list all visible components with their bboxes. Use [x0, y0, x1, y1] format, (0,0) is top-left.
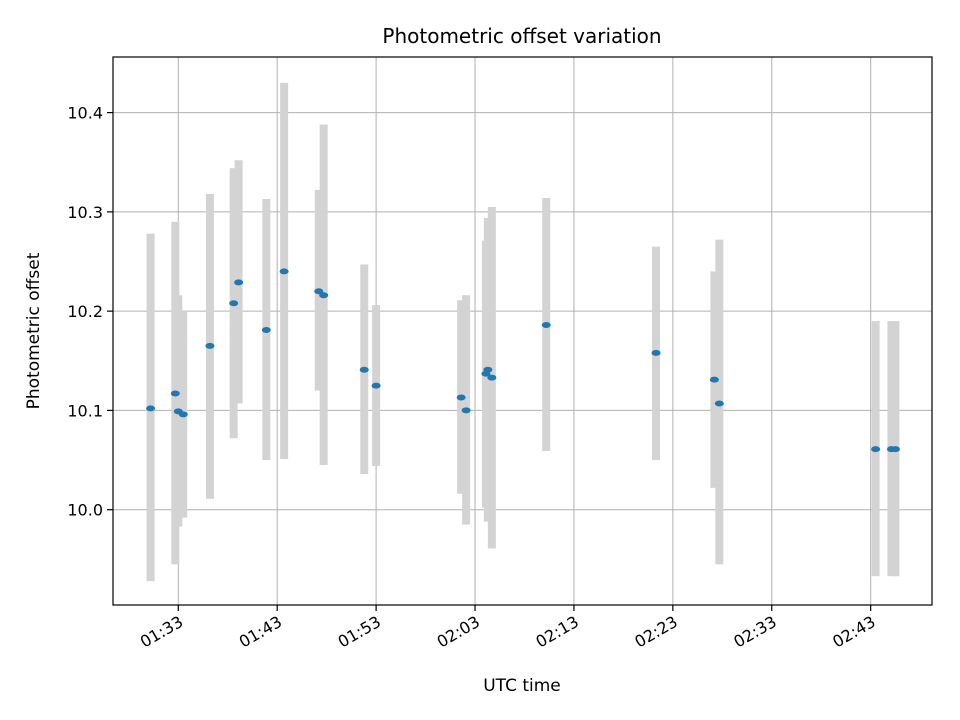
data-point-14	[461, 407, 471, 414]
y-axis-title: Photometric offset	[24, 252, 44, 409]
data-point-8	[279, 268, 289, 275]
y-tick-label-0: 10.0	[67, 501, 103, 520]
data-point-24	[890, 446, 900, 453]
data-point-5	[229, 300, 239, 307]
y-tick-label-2: 10.2	[67, 302, 103, 321]
data-point-18	[541, 322, 551, 329]
y-axis: 10.0 10.1 10.2 10.3 10.4	[67, 104, 113, 520]
chart-title: Photometric offset variation	[382, 24, 661, 48]
data-point-21	[714, 400, 724, 407]
data-point-12	[371, 382, 381, 389]
data-point-17	[487, 374, 497, 381]
data-point-16	[483, 366, 493, 373]
data-point-0	[146, 405, 156, 412]
data-points	[146, 268, 900, 453]
data-point-7	[261, 327, 271, 334]
y-tick-label-3: 10.3	[67, 203, 103, 222]
x-axis-title: UTC time	[483, 676, 561, 696]
data-point-9	[314, 288, 324, 295]
data-point-13	[456, 394, 466, 401]
data-point-6	[234, 279, 244, 286]
y-tick-label-4: 10.4	[67, 104, 103, 123]
data-point-1	[170, 390, 180, 397]
plot-frame	[112, 56, 933, 606]
grid	[113, 57, 932, 605]
y-tick-label-1: 10.1	[67, 401, 103, 420]
data-point-22	[871, 446, 881, 453]
data-point-3	[178, 411, 188, 418]
data-point-10	[319, 292, 329, 299]
data-point-19	[651, 349, 661, 356]
data-point-11	[359, 366, 369, 373]
data-point-20	[709, 376, 719, 383]
data-point-4	[205, 342, 215, 349]
